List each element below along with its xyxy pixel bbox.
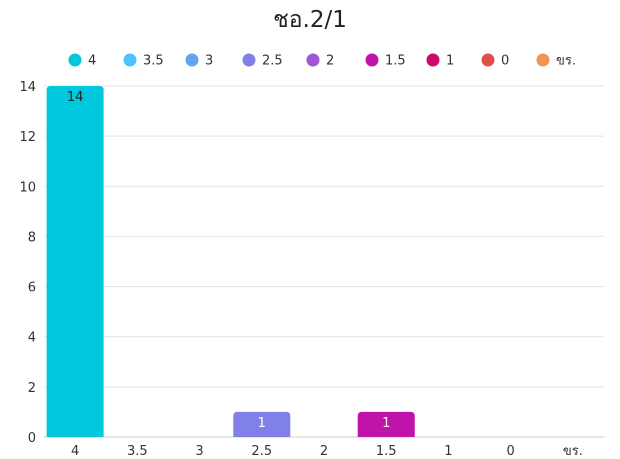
x-tick-label: 2.5: [251, 444, 272, 459]
y-tick-label: 12: [19, 130, 36, 145]
y-tick-label: 8: [28, 230, 36, 245]
legend-label: 4: [88, 54, 96, 69]
legend-item[interactable]: 2: [306, 53, 335, 69]
legend-marker: [242, 53, 256, 67]
y-axis: 0 2 4 6 8 10 12 14: [19, 80, 36, 446]
legend-label: 3: [205, 54, 213, 69]
bar[interactable]: [233, 411, 291, 437]
legend[interactable]: 4 3.5 3 2.5 2 1.5 1 0 ขร.: [68, 53, 577, 69]
y-tick-label: 0: [28, 431, 36, 446]
legend-label: 0: [501, 54, 509, 69]
x-tick-label: ขร.: [563, 444, 583, 459]
legend-marker: [536, 53, 550, 67]
x-tick-label: 2: [320, 444, 328, 459]
legend-item[interactable]: 1: [426, 53, 455, 69]
legend-label: 1: [446, 54, 454, 69]
legend-item[interactable]: 3.5: [123, 53, 164, 69]
y-tick-label: 14: [19, 80, 36, 95]
legend-item[interactable]: 0: [481, 53, 510, 69]
legend-marker: [123, 53, 137, 67]
y-tick-label: 2: [28, 381, 36, 396]
legend-label: 2: [326, 54, 334, 69]
bar-value-label: 1: [258, 416, 266, 431]
x-tick-label: 3: [195, 444, 203, 459]
legend-item[interactable]: 1.5: [365, 53, 406, 69]
bars: 14 1 1: [46, 86, 415, 437]
bar[interactable]: [357, 411, 415, 437]
bar[interactable]: [46, 86, 104, 437]
legend-marker: [68, 53, 82, 67]
y-tick-label: 4: [28, 331, 36, 346]
legend-item[interactable]: 3: [185, 53, 214, 69]
legend-marker: [481, 53, 495, 67]
x-tick-label: 1.5: [376, 444, 397, 459]
legend-item[interactable]: 2.5: [242, 53, 283, 69]
x-tick-label: 0: [507, 444, 515, 459]
legend-label: 2.5: [262, 54, 283, 69]
x-tick-label: 1: [444, 444, 452, 459]
y-tick-label: 6: [28, 281, 36, 296]
x-tick-label: 4: [71, 444, 79, 459]
legend-item[interactable]: ขร.: [536, 53, 577, 69]
legend-marker: [426, 53, 440, 67]
legend-label: 1.5: [385, 54, 406, 69]
legend-label: 3.5: [143, 54, 164, 69]
legend-marker: [365, 53, 379, 67]
bar-value-label: 14: [67, 90, 84, 105]
chart-title: ชอ.2/1: [273, 7, 347, 33]
legend-label: ขร.: [556, 54, 576, 69]
legend-item[interactable]: 4: [68, 53, 97, 69]
bar-value-label: 1: [382, 416, 390, 431]
legend-marker: [185, 53, 199, 67]
x-axis: 4 3.5 3 2.5 2 1.5 1 0 ขร.: [71, 444, 583, 459]
grid: [44, 85, 604, 438]
x-tick-label: 3.5: [127, 444, 148, 459]
legend-marker: [306, 53, 320, 67]
y-tick-label: 10: [19, 180, 36, 195]
